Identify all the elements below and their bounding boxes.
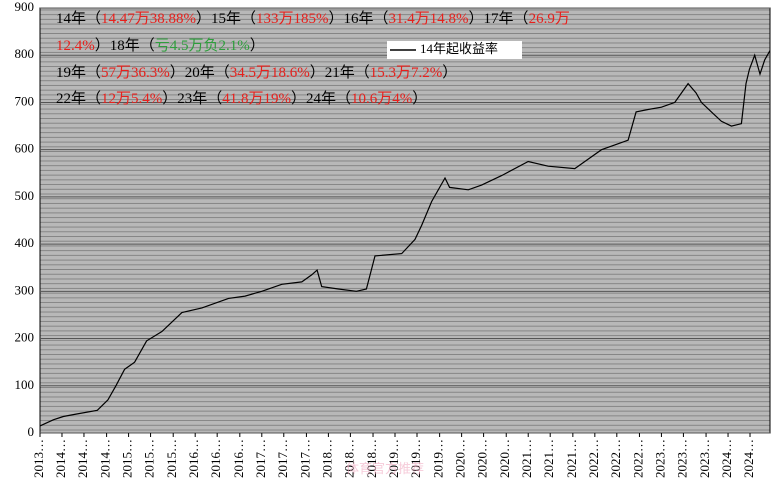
x-tick-label: 2021…: [564, 439, 579, 478]
x-tick-label: 2016…: [231, 439, 246, 478]
y-tick-label: 400: [15, 235, 35, 250]
x-tick-label: 2018…: [341, 439, 356, 478]
y-tick-label: 200: [15, 330, 35, 345]
x-tick-label: 2021…: [519, 439, 534, 478]
annotation-segment: ）23年（: [162, 90, 222, 107]
x-tick-label: 2023…: [652, 439, 667, 478]
annotation-segment: 57万36.3%: [101, 65, 170, 81]
annotation: 12.4%）18年（亏4.5万负2.1%）: [56, 37, 265, 54]
x-tick-label: 2014…: [53, 439, 68, 478]
x-tick-label: 2024…: [741, 439, 756, 478]
annotation-segment: ）: [442, 64, 457, 81]
x-tick-label: 2016…: [208, 439, 223, 478]
y-tick-label: 600: [15, 141, 35, 156]
x-tick-label: 2024…: [719, 439, 734, 478]
x-tick-label: 2022…: [586, 439, 601, 478]
annotation: 22年（12万5.4%）23年（41.8万19%）24年（10.6万4%）: [56, 90, 427, 107]
annotation: 19年（57万36.3%）20年（34.5万18.6%）21年（15.3万7.2…: [56, 64, 457, 81]
y-tick-label: 100: [15, 377, 35, 392]
y-tick-label: 500: [15, 188, 35, 203]
y-tick-label: 300: [15, 282, 35, 297]
x-tick-label: 2015…: [164, 439, 179, 478]
x-tick-label: 2019…: [408, 439, 423, 478]
annotation: 14年（14.47万38.88%）15年（133万185%）16年（31.4万1…: [56, 10, 570, 27]
x-tick-label: 2018…: [364, 439, 379, 478]
annotation-segment: ）21年（: [310, 64, 370, 81]
x-tick-label: 2022…: [608, 439, 623, 478]
annotation-segment: 133万185%: [256, 11, 329, 27]
annotation-segment: ）24年（: [291, 90, 351, 107]
x-tick-label: 2016…: [186, 439, 201, 478]
y-tick-label: 900: [15, 0, 35, 14]
annotation-segment: 41.8万19%: [222, 91, 291, 107]
annotation-segment: 19年（: [56, 64, 101, 81]
annotation-segment: 10.6万4%: [351, 91, 412, 107]
annotation-segment: 34.5万18.6%: [230, 65, 310, 81]
annotation-segment: ）17年（: [469, 10, 529, 27]
x-tick-label: 2014…: [98, 439, 113, 478]
annotation-segment: 14年（: [56, 10, 101, 27]
y-tick-label: 800: [15, 46, 35, 61]
x-tick-label: 2013…: [31, 439, 46, 478]
legend-box: [387, 41, 522, 59]
x-tick-label: 2017…: [253, 439, 268, 478]
x-tick-label: 2020…: [497, 439, 512, 478]
annotation-segment: ）: [250, 37, 265, 54]
annotation-segment: 22年（: [56, 90, 101, 107]
data-line: [39, 50, 771, 427]
plot-area: [39, 7, 771, 434]
annotation-segment: 31.4万14.8%: [389, 11, 469, 27]
x-tick-label: 2018…: [319, 439, 334, 478]
annotation-segment: 14.47万38.88%: [101, 11, 196, 27]
x-tick-label: 2015…: [120, 439, 135, 478]
x-tick-label: 2015…: [142, 439, 157, 478]
annotation-segment: ）: [412, 90, 427, 107]
annotation-segment: 15.3万7.2%: [370, 65, 443, 81]
x-tick-label: 2017…: [297, 439, 312, 478]
annotation-segment: 26.9万: [529, 11, 570, 27]
x-tick-label: 2023…: [697, 439, 712, 478]
watermark: 体育官方推荐: [346, 461, 424, 476]
y-tick-label: 0: [28, 424, 35, 439]
annotation-segment: 12.4%: [56, 38, 95, 54]
annotation-segment: 亏4.5万负2.1%: [155, 37, 250, 54]
x-tick-label: 2023…: [674, 439, 689, 478]
annotation-segment: ）15年（: [196, 10, 256, 27]
x-tick-label: 2019…: [431, 439, 446, 478]
annotation-segment: ）16年（: [329, 10, 389, 27]
x-tick-label: 2019…: [386, 439, 401, 478]
x-tick-label: 2014…: [75, 439, 90, 478]
annotation-segment: ）18年（: [95, 37, 155, 54]
x-tick-label: 2020…: [453, 439, 468, 478]
x-tick-label: 2021…: [541, 439, 556, 478]
x-tick-label: 2017…: [275, 439, 290, 478]
legend-label: 14年起收益率: [420, 41, 498, 56]
x-tick-label: 2022…: [630, 439, 645, 478]
annotation-segment: ）20年（: [170, 64, 230, 81]
x-tick-label: 2020…: [475, 439, 490, 478]
annotation-segment: 12万5.4%: [101, 91, 162, 107]
y-tick-label: 700: [15, 93, 35, 108]
